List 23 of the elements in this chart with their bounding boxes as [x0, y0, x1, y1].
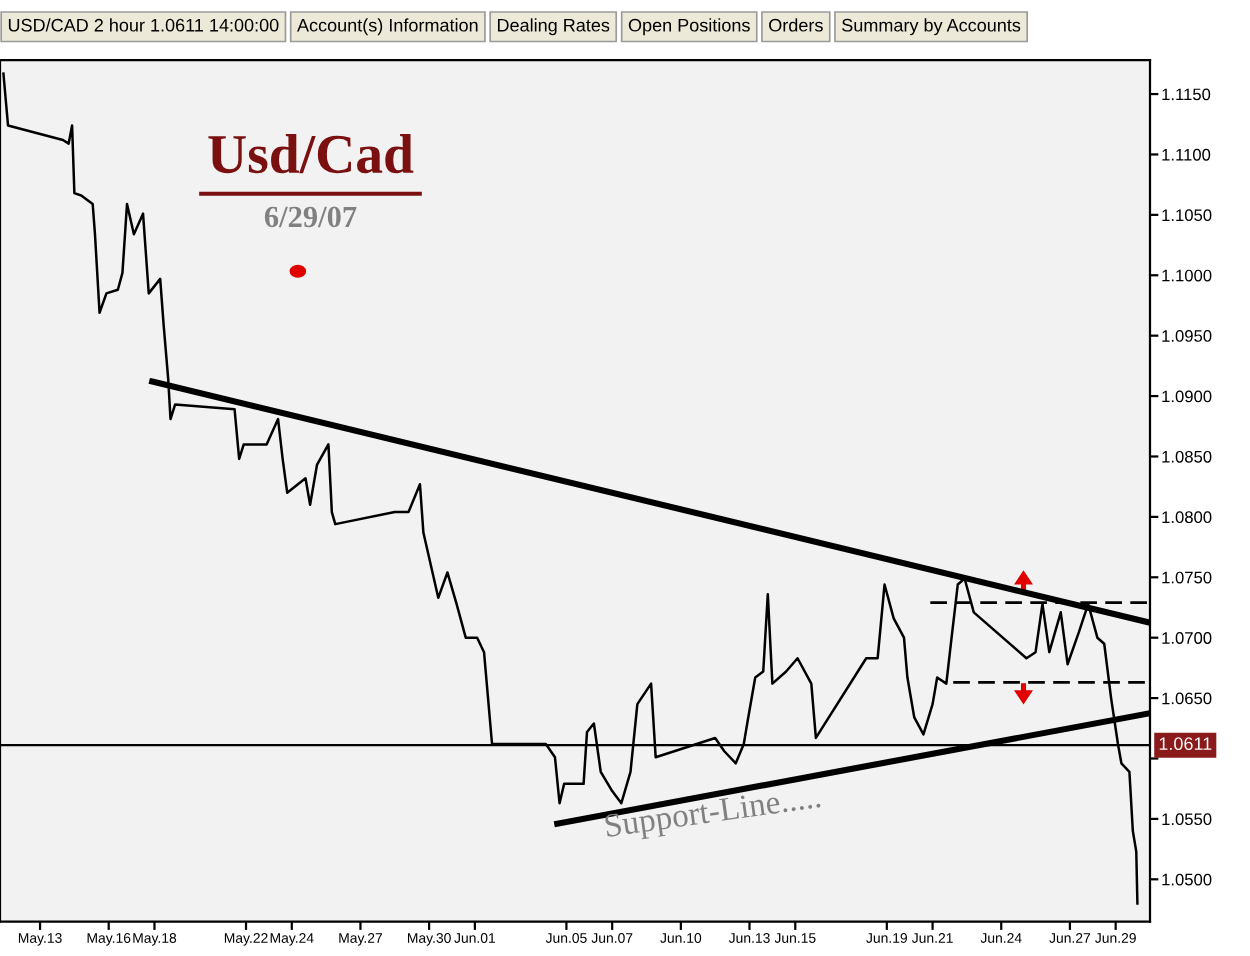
text: Dealing Rates — [497, 18, 610, 36]
y-tick-label: 1.0650 — [1162, 692, 1212, 705]
text: 6/29/07 — [264, 206, 357, 228]
text: Orders — [769, 18, 823, 32]
annotation: Support-Line..... — [604, 785, 822, 844]
y-tick-label: 1.0500 — [1162, 873, 1212, 886]
y-tick-label: 1.1000 — [1162, 269, 1212, 282]
y-tick-label: 1.0750 — [1162, 571, 1212, 584]
y-tick-label: 1.0800 — [1162, 511, 1212, 524]
ref-line-label: 1.0611 — [1159, 737, 1212, 751]
text: Account(s) Information — [297, 18, 478, 36]
y-tick-label: 1.0850 — [1162, 450, 1212, 463]
text: Summary by Accounts — [842, 18, 1021, 36]
y-tick-label: 1.0700 — [1162, 632, 1212, 644]
text: USD/CAD 2 hour 1.0611 14:00:00 — [8, 18, 279, 32]
text: Usd/Cad — [208, 134, 414, 174]
y-tick-label: 1.1150 — [1162, 88, 1211, 101]
y-tick-label: 1.0950 — [1162, 330, 1212, 342]
text: Open Positions — [628, 18, 750, 36]
y-tick-label: 1.0550 — [1162, 813, 1212, 826]
y-tick-label: 1.1050 — [1162, 209, 1212, 222]
y-tick-label: 1.0900 — [1162, 390, 1212, 403]
y-tick-label: 1.1100 — [1162, 148, 1211, 161]
